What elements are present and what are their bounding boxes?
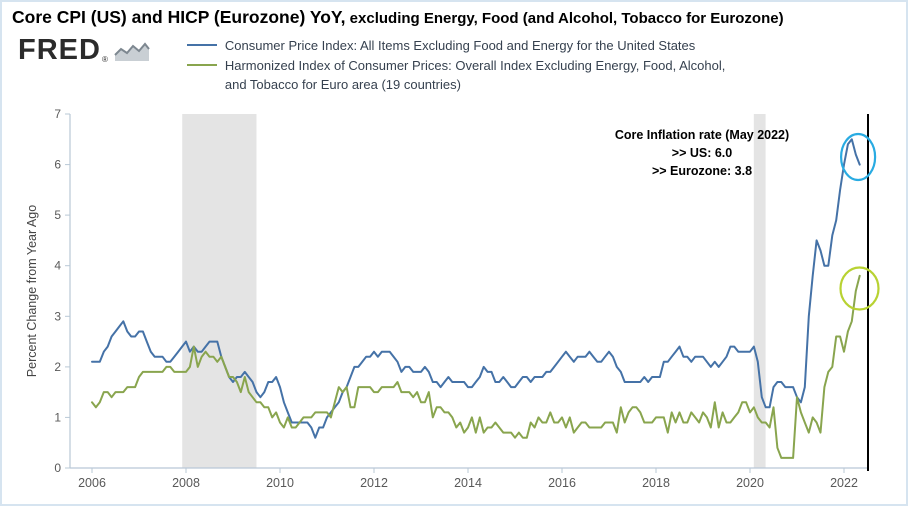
svg-text:7: 7 [54, 107, 61, 121]
svg-text:2012: 2012 [360, 476, 388, 490]
svg-text:2018: 2018 [642, 476, 670, 490]
svg-text:2008: 2008 [172, 476, 200, 490]
svg-text:2022: 2022 [830, 476, 858, 490]
annotation-eurozone-value: >> Eurozone: 3.8 [651, 164, 753, 179]
fred-logo-text: FRED [18, 34, 101, 66]
svg-text:5: 5 [54, 208, 61, 222]
svg-text:2006: 2006 [78, 476, 106, 490]
annotation-title: Core Inflation rate (May 2022) [614, 128, 790, 142]
svg-text:2020: 2020 [736, 476, 764, 490]
fred-logo: FRED ® [18, 36, 151, 65]
svg-text:2010: 2010 [266, 476, 294, 490]
legend-label-eurozone: Harmonized Index of Consumer Prices: Ove… [225, 56, 726, 95]
svg-text:0: 0 [54, 461, 61, 475]
legend-item-us: Consumer Price Index: All Items Excludin… [186, 36, 726, 56]
page-title-sub: excluding Energy, Food (and Alcohol, Tob… [345, 10, 784, 27]
svg-text:2014: 2014 [454, 476, 482, 490]
page-title-main: Core CPI (US) and HICP (Eurozone) YoY, [12, 7, 346, 27]
y-axis-title: Percent Change from Year Ago [25, 204, 39, 378]
svg-text:1: 1 [54, 410, 61, 424]
legend: Consumer Price Index: All Items Excludin… [186, 36, 726, 95]
legend-item-eurozone: Harmonized Index of Consumer Prices: Ove… [186, 56, 726, 95]
svg-text:2: 2 [54, 360, 61, 374]
svg-text:6: 6 [54, 158, 61, 172]
registered-trademark-icon: ® [101, 55, 108, 64]
eurozone-series-line-sample [186, 63, 217, 66]
legend-label-eurozone-line2: and Tobacco for Euro area (19 countries) [224, 77, 461, 92]
svg-text:3: 3 [54, 309, 61, 323]
svg-text:4: 4 [54, 259, 61, 273]
annotation-us-value: >> US: 6.0 [671, 146, 733, 161]
chart-header: FRED ® Consumer Price Index: All Items E… [18, 36, 725, 95]
svg-text:2016: 2016 [548, 476, 576, 490]
us-series-line-sample [186, 44, 217, 46]
legend-label-eurozone-line1: Harmonized Index of Consumer Prices: Ove… [224, 57, 726, 73]
annotation-core-inflation: Core Inflation rate (May 2022) >> US: 6.… [590, 126, 814, 180]
legend-label-us: Consumer Price Index: All Items Excludin… [224, 38, 696, 53]
page-title: Core CPI (US) and HICP (Eurozone) YoY, e… [12, 7, 784, 28]
fred-logo-chart-icon [114, 42, 150, 61]
